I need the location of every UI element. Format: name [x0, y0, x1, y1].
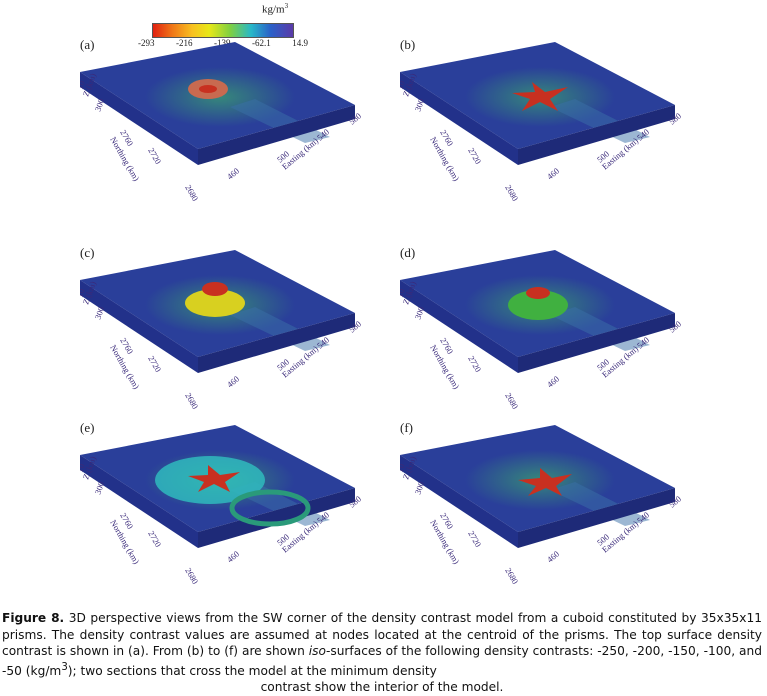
z-tick: -5: [80, 288, 81, 298]
depth-tick: 300: [412, 305, 426, 320]
panel-label: (f): [400, 420, 413, 435]
easting-tick: 460: [545, 166, 561, 182]
depth-tick: 300: [412, 480, 426, 495]
z-tick: -5: [400, 463, 401, 473]
colorbar-tick: 14.9: [292, 38, 308, 48]
figure-number: Figure 8.: [2, 611, 65, 625]
block-right-face: [198, 313, 355, 373]
colorbar-tick: -216: [176, 38, 193, 48]
panel-label: (b): [400, 37, 416, 52]
easting-tick: 460: [225, 374, 241, 390]
colorbar: kg/m3 -293 -216 -139 -62.1 14.9: [138, 0, 450, 55]
panel-label: (c): [80, 245, 95, 260]
block-right-face: [518, 488, 675, 548]
block-right-face: [518, 105, 675, 165]
colorbar-unit: kg/m3: [261, 2, 289, 16]
anomaly-core: [202, 282, 228, 296]
northing-tick: 2680: [183, 183, 200, 203]
block-left-face: [80, 455, 198, 548]
block-left-face: [80, 72, 198, 165]
anomaly-core: [199, 85, 217, 93]
anomaly-star: [512, 82, 568, 111]
easting-tick: 460: [225, 549, 241, 565]
anomaly-yellow: [185, 289, 245, 317]
block-left-face: [400, 455, 518, 548]
colorbar-tick: -293: [138, 38, 155, 48]
northing-tick: 2720: [146, 354, 163, 374]
figure-caption: Figure 8. 3D perspective views from the …: [2, 610, 762, 696]
colorbar-ticks: -293 -216 -139 -62.1 14.9: [138, 38, 308, 48]
colorbar-gradient: [152, 23, 294, 38]
caption-text: ); two sections that cross the model at …: [67, 663, 437, 678]
northing-tick: 2680: [503, 183, 520, 203]
anomaly-star: [188, 465, 240, 492]
anomaly-star: [518, 468, 572, 496]
panel-label: (a): [80, 37, 95, 52]
northing-tick: 2680: [503, 391, 520, 411]
block-right-face: [198, 105, 355, 165]
northing-tick: 2720: [146, 529, 163, 549]
northing-tick: 2720: [466, 146, 483, 166]
z-tick: 10: [400, 79, 407, 90]
northing-tick: 2720: [146, 146, 163, 166]
z-tick: -5: [80, 463, 81, 473]
panel-label: (d): [400, 245, 416, 260]
z-tick: 10: [400, 462, 407, 473]
z-tick: -5: [400, 80, 401, 90]
caption-last-line: contrast show the interior of the model.: [260, 680, 504, 695]
easting-tick: 460: [545, 374, 561, 390]
z-tick: 10: [400, 287, 407, 298]
caption-text: -surfaces of the following density contr…: [2, 644, 762, 678]
z-tick: 10: [80, 287, 87, 298]
northing-tick: 2680: [183, 391, 200, 411]
colorbar-tick: -139: [214, 38, 231, 48]
block-right-face: [198, 488, 355, 548]
depth-tick: 300: [412, 97, 426, 112]
panel-label: (e): [80, 420, 95, 435]
block-left-face: [400, 280, 518, 373]
depth-tick: 300: [92, 305, 106, 320]
z-tick: 10: [80, 462, 87, 473]
anomaly-ring: [229, 489, 311, 527]
easting-tick: 460: [225, 166, 241, 182]
depth-tick: 300: [92, 97, 106, 112]
colorbar-tick: -62.1: [252, 38, 271, 48]
northing-tick: 2680: [183, 566, 200, 586]
z-tick: -5: [80, 80, 81, 90]
block-right-face: [518, 313, 675, 373]
northing-tick: 2680: [503, 566, 520, 586]
anomaly-green: [508, 290, 568, 320]
northing-tick: 2720: [466, 529, 483, 549]
block-left-face: [400, 72, 518, 165]
caption-text: 3D perspective views from the SW corner …: [2, 611, 762, 658]
caption-sup: 3: [61, 661, 68, 673]
northing-tick: 2720: [466, 354, 483, 374]
caption-iso: iso: [308, 644, 326, 658]
depth-tick: 300: [92, 480, 106, 495]
z-tick: 10: [80, 79, 87, 90]
block-left-face: [80, 280, 198, 373]
anomaly-core: [526, 287, 550, 299]
z-tick: -5: [400, 288, 401, 298]
easting-tick: 460: [545, 549, 561, 565]
